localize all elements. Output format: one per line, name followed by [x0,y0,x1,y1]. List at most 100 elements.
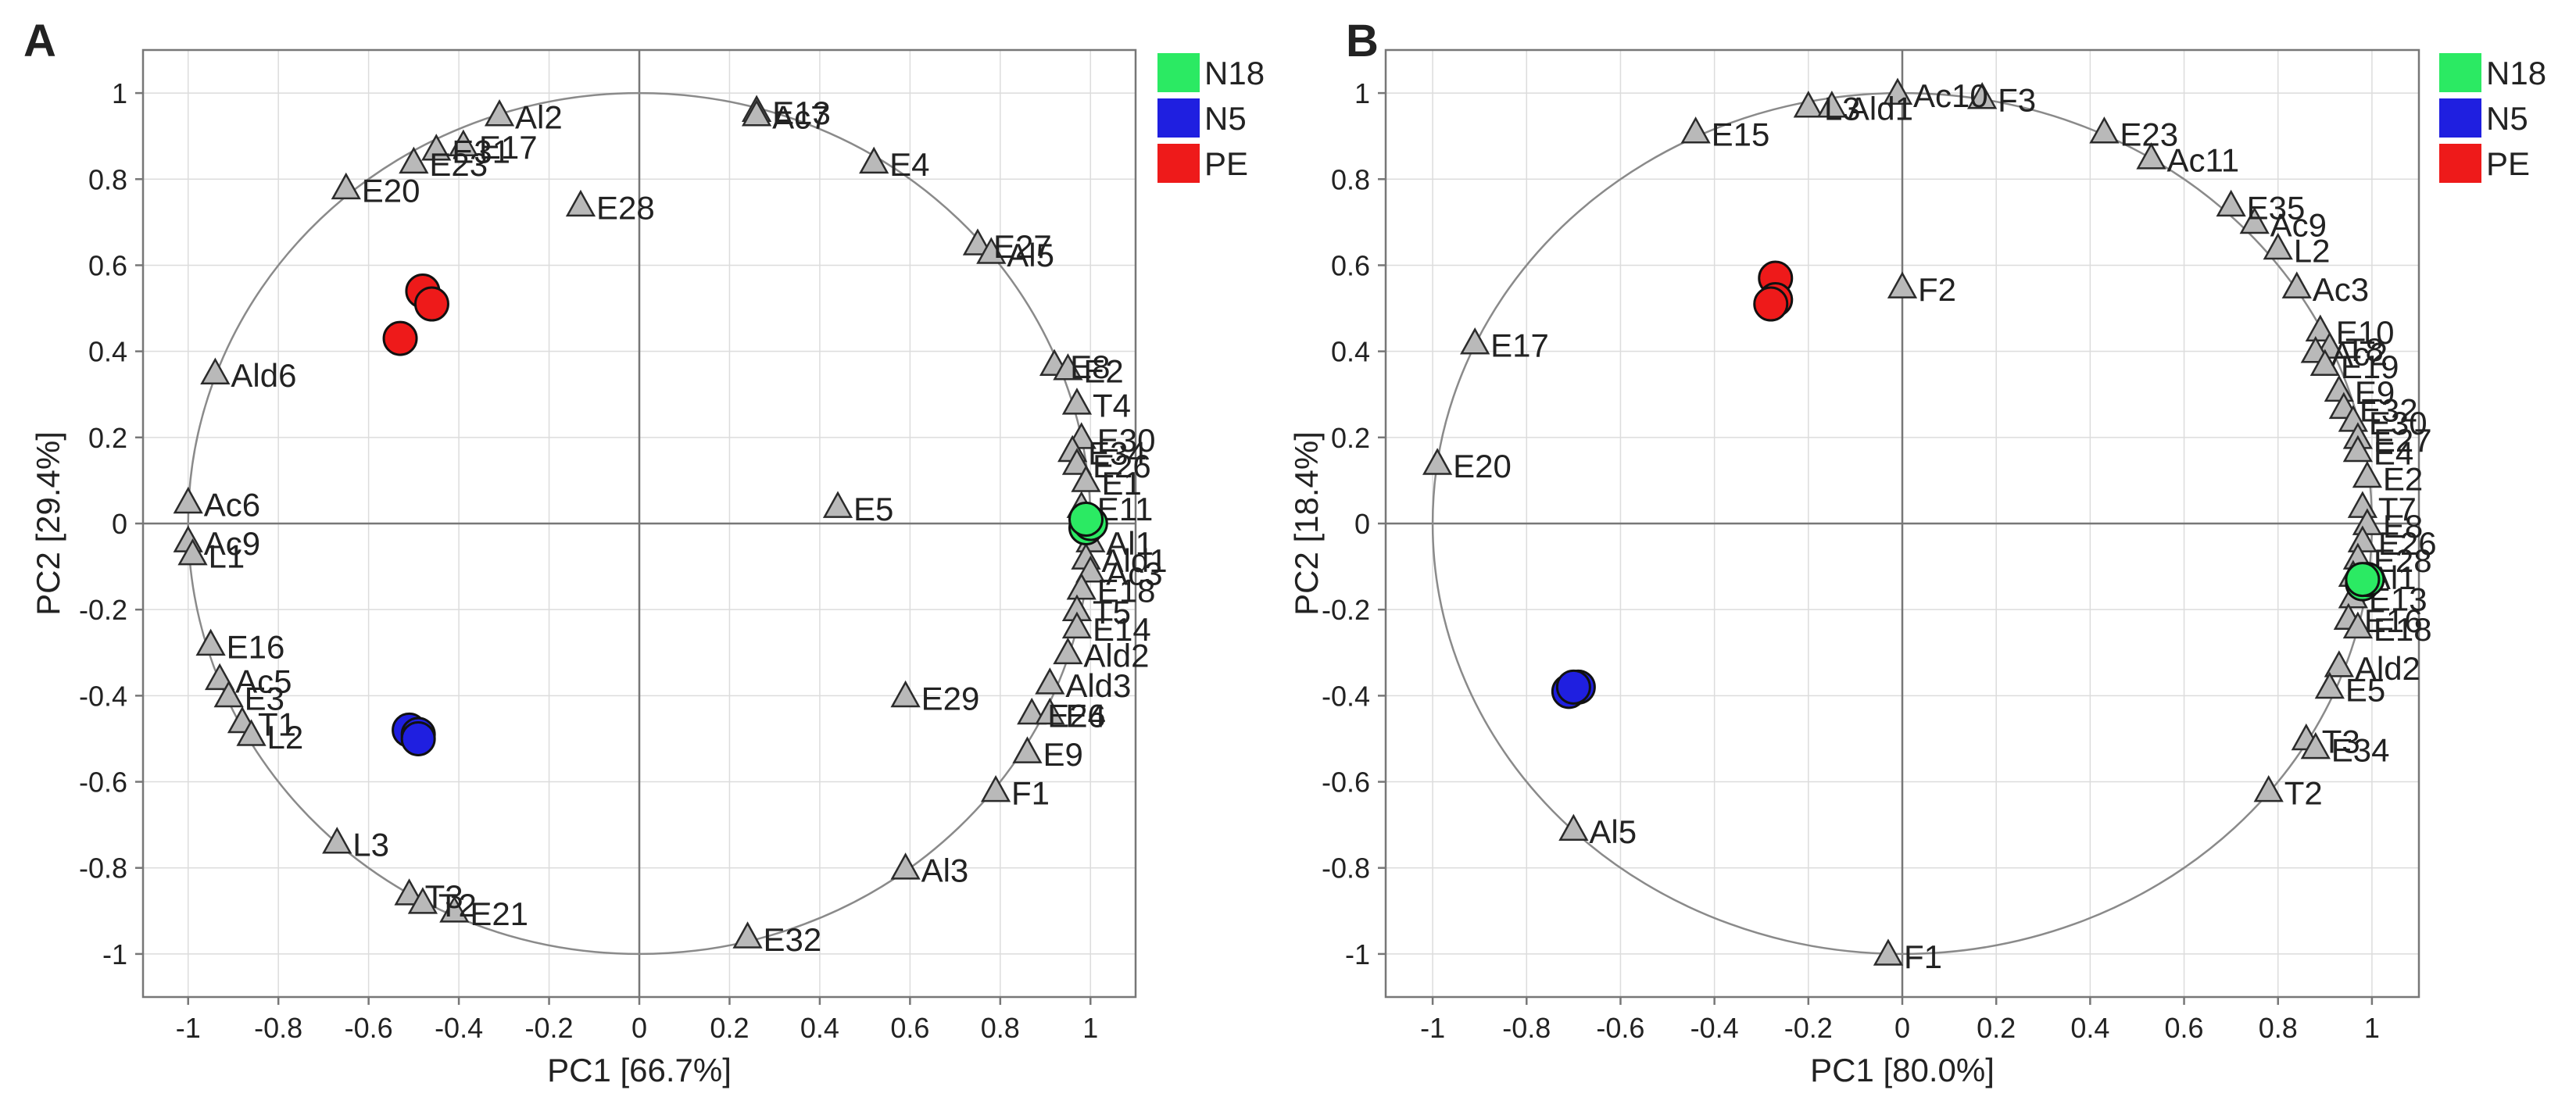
y-tick-label: -0.8 [79,852,127,884]
variable-marker-ac9 [2239,206,2270,234]
x-tick-label: 0 [631,1012,647,1044]
variable-label-ald2: Ald2 [1083,637,1149,674]
observation-point-n18 [2345,562,2381,598]
legend-label-pe: PE [1204,145,1248,182]
legend-swatch-n18 [1157,53,1200,92]
x-tick-label: -0.8 [1502,1012,1551,1044]
x-tick-label: -0.2 [525,1012,574,1044]
observation-point-n5 [1555,669,1591,705]
variable-marker-al5 [1558,813,1589,841]
variable-marker-e20 [331,172,361,200]
y-tick-label: -1 [1345,938,1370,970]
x-tick-label: 0.8 [981,1012,1020,1044]
variable-label-l2: L2 [267,719,304,756]
x-tick-label: 0.6 [2165,1012,2204,1044]
variable-marker-t3 [394,878,424,906]
variable-marker-e6 [1035,697,1065,725]
variable-label-ac5: Ac5 [235,663,292,699]
variable-label-al3: Al3 [921,852,969,889]
x-tick-label: 0.8 [2259,1012,2298,1044]
legend-swatch-n18 [2439,53,2481,92]
variable-marker-e4 [859,146,889,174]
variable-label-ald3: Ald3 [1065,667,1131,704]
y-tick-label: 0.4 [1331,336,1370,368]
variable-label-e14: E14 [1093,611,1151,648]
legend-label-n5: N5 [2486,100,2528,137]
variable-marker-t4 [1061,388,1093,415]
variable-marker-e17 [1460,327,1490,355]
variable-label-f3: F3 [1998,82,2036,119]
variable-label-e8: E8 [1070,348,1110,385]
variable-marker-ald1 [1816,91,1847,118]
variable-label-e17: E17 [1490,327,1549,364]
variable-marker-e24 [1017,697,1047,725]
variable-label-f2: F2 [1918,271,1956,308]
y-tick-label: -0.4 [1322,680,1370,712]
variable-label-e1: E1 [1102,465,1142,502]
y-tick-label: -0.6 [79,767,127,799]
variable-label-e27: E27 [993,228,1052,265]
variable-label-e13: E13 [772,95,831,131]
x-axis-title: PC1 [66.7%] [547,1052,732,1088]
variable-label-ac3: Ac3 [2313,271,2369,308]
panel-a-loadings-plot: A -1 -0.8 -0.6 -0.4 -0.2 0 0.2 0.4 0.6 0.8 1 1 0.8 0.6… [23,16,1265,1088]
y-tick-label: -0.2 [1322,594,1370,626]
x-tick-label: -0.4 [1690,1012,1739,1044]
variable-marker-t2 [407,887,438,914]
variable-marker-al2 [484,99,515,127]
variable-label-e19: E19 [2341,348,2399,385]
observation-point-pe [413,286,449,322]
x-tick-label: -1 [176,1012,201,1044]
variable-label-e16: E16 [227,628,285,665]
variable-marker-e16 [195,628,226,656]
variable-label-e18: E18 [1097,573,1156,609]
variable-marker-ac6 [173,486,203,514]
variable-marker-al5 [976,237,1007,264]
variable-label-t2: T2 [2284,775,2323,812]
variable-label-e26: E26 [2378,525,2437,562]
y-tick-label: 1 [1354,77,1370,109]
variable-marker-e1 [1071,465,1101,492]
variable-label-ald1: Ald1 [1848,91,1913,127]
variable-marker-e26 [1061,448,1093,475]
y-tick-label: -1 [102,938,127,970]
y-tick-label: 0.6 [88,249,127,281]
variable-marker-ac11 [2136,142,2166,170]
variable-label-ald1: Ald1 [1102,542,1168,579]
x-tick-label: 0.2 [710,1012,749,1044]
variable-marker-ac3 [1075,556,1106,583]
variable-label-l3: L3 [352,827,389,863]
variable-marker-e23 [2089,116,2120,144]
variable-label-e5: E5 [853,491,893,527]
legend-swatch-n5 [1157,98,1200,138]
variable-label-ac9: Ac9 [204,525,260,562]
y-tick-label: -0.2 [79,594,127,626]
variable-marker-t2 [2253,774,2284,802]
variable-label-e32: E32 [764,921,822,958]
y-tick-label: 0.6 [1331,249,1370,281]
variable-label-e28: E28 [596,189,655,226]
variable-label-ac7: Ac7 [772,99,828,136]
x-tick-label: -0.6 [345,1012,393,1044]
variable-marker-e20 [1422,448,1453,475]
variable-marker-ac3 [2281,271,2312,298]
variable-marker-e32 [732,921,763,949]
variable-label-e3: E3 [245,680,284,717]
y-tick-label: -0.8 [1322,852,1370,884]
variable-label-e20: E20 [362,172,420,209]
panel-b-loadings-plot: B -1 -0.8 -0.6 -0.4 -0.2 0 0.2 0.4 0.6 0.8 1 1 0.8 0.6… [1288,16,2546,1088]
legend-swatch-pe [1157,144,1200,183]
variable-marker-e15 [1680,116,1711,144]
variable-label-e27: E27 [2374,422,2432,459]
variable-label-al5: Al5 [1007,237,1054,273]
variable-label-e32: E32 [2360,391,2418,428]
variable-label-e30: E30 [2369,405,2428,441]
variable-label-t3: T3 [425,878,463,915]
variable-label-e24: E24 [1047,697,1106,734]
variable-label-e16: E16 [2364,602,2423,639]
y-axis-title: PC2 [18.4%] [1288,431,1325,616]
variable-label-t3: T3 [2322,723,2360,759]
variable-label-ac11: Ac11 [2166,142,2239,179]
legend-label-n18: N18 [2486,55,2546,91]
y-tick-label: 0.2 [88,422,127,454]
